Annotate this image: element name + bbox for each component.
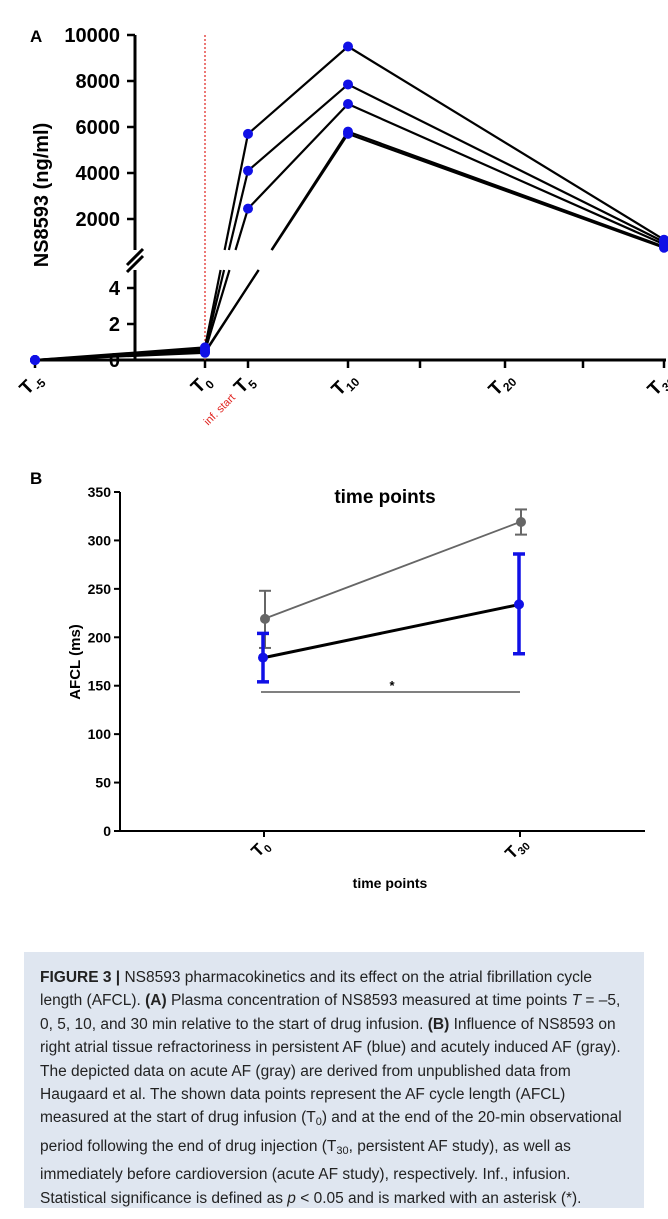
data-point [258, 652, 268, 663]
data-point [243, 203, 253, 214]
panel-a-x-axis [30, 358, 666, 368]
series-line-segment [347, 130, 665, 248]
caption-subscript: 30 [336, 1144, 349, 1157]
data-point [243, 165, 253, 176]
panel-a-x-tick-label: T-5 [16, 369, 49, 402]
panel-a-y-tick-label: 8000 [76, 71, 121, 93]
persistent-af-series-line [263, 602, 521, 660]
series-line-segment [203, 269, 226, 350]
data-point [343, 79, 353, 90]
series-line-segment [247, 83, 349, 172]
persistent-af-series [257, 552, 525, 684]
panel-b-y-tick-label: 300 [88, 532, 112, 548]
panel-b-series [257, 508, 527, 684]
data-point [514, 599, 524, 610]
panel-b-y-tick-label: 350 [88, 484, 112, 500]
series-line-segment [347, 45, 665, 241]
series-line-segment [203, 269, 231, 352]
series-line-segment [347, 132, 665, 249]
data-point [343, 99, 353, 109]
panel-a-x-tick-label: T5 [230, 370, 260, 400]
caption-subscript: 0 [315, 1116, 322, 1129]
panel-a-y-axis: 100008000600040002000420 [64, 25, 145, 372]
panel-b-y-axis: 350 300 250 200 150 100 50 0 [88, 484, 121, 839]
panel-b-y-tick-label: 100 [88, 726, 112, 742]
series-line-segment [223, 133, 250, 251]
panel-a-y-tick-label: 4 [109, 278, 121, 300]
series-line-segment [247, 45, 349, 135]
series-line-segment [270, 133, 349, 251]
panel-a-label: A [30, 27, 42, 46]
figure-caption: FIGURE 3 | NS8593 pharmacokinetics and i… [24, 952, 644, 1210]
panel-a-y-tick-label: 2000 [76, 209, 121, 231]
panel-a-x-tick-label: T20 [485, 368, 520, 403]
data-point [200, 346, 210, 357]
axis-break-mark [125, 254, 145, 274]
series-line-segment [247, 103, 349, 210]
panel-b-y-tick-label: 200 [88, 629, 112, 645]
caption-text: Plasma concentration of NS8593 measured … [166, 992, 572, 1010]
panel-b-x-tick-label: T30 [501, 833, 533, 865]
panel-b-y-tick-label: 250 [88, 581, 112, 597]
panel-b-title: time points [334, 487, 435, 508]
caption-symbol: p [287, 1189, 296, 1207]
infusion-start-label: inf. start [202, 392, 238, 428]
caption-text: , persistent AF study), as well as immed… [40, 1137, 571, 1207]
acute-af-series [259, 508, 527, 649]
axis-break-mark [125, 247, 145, 267]
data-point [243, 128, 253, 139]
panel-a-y-tick-label: 10000 [64, 25, 120, 47]
data-point [343, 41, 353, 52]
figure: A NS8593 (ng/ml) 10000800060004000200042… [16, 25, 668, 891]
panel-a-x-tick-label: T10 [328, 368, 363, 403]
panel-b-y-tick-label: 0 [103, 823, 111, 839]
caption-panel-b-ref: (B) [427, 1015, 450, 1033]
panel-a-y-tick-label: 6000 [76, 117, 121, 139]
caption-symbol: T [571, 992, 582, 1010]
figure-caption-box: FIGURE 3 | NS8593 pharmacokinetics and i… [24, 952, 644, 1208]
series-line-segment [227, 170, 250, 251]
panel-b-x-tick-labels: T0 T30 [248, 833, 533, 865]
data-point [343, 128, 353, 139]
panel-a-x-tick-label: T30 [644, 368, 668, 403]
data-point [30, 355, 40, 365]
panel-b-ylabel: AFCL (ms) [67, 624, 84, 700]
data-point [659, 242, 668, 253]
series-line-segment [34, 350, 206, 362]
panel-a-y-tick-label: 4000 [76, 163, 121, 185]
series-line-segment [347, 83, 665, 243]
series-line-segment [204, 269, 260, 353]
panel-b: B time points AFCL (ms) time points 3503… [30, 469, 645, 891]
caption-text: NS8593 pharmacokinetics and its effect o… [40, 969, 592, 1010]
panel-a-points [30, 41, 668, 365]
panel-b-xlabel: time points [353, 875, 428, 891]
series-line-segment [347, 102, 665, 246]
caption-label: FIGURE 3 | [40, 969, 121, 986]
significance-asterisk: * [389, 678, 395, 693]
caption-text: ) and at the end of the 20-min observati… [40, 1109, 622, 1155]
panel-b-y-tick-label: 150 [88, 678, 112, 694]
panel-b-x-tick-label: T0 [248, 836, 275, 863]
caption-text: < 0.05 and is marked with an asterisk (*… [295, 1189, 582, 1207]
caption-panel-a-ref: (A) [145, 992, 167, 1010]
panel-a: A NS8593 (ng/ml) 10000 8000 6000 4000 2000 4 2… [16, 25, 668, 428]
data-point [516, 517, 526, 528]
panel-a-x-tick-label: T0 [187, 370, 217, 400]
acute-af-series-line [263, 521, 521, 620]
panel-a-x-tick-labels: T-5 T0 T5 T10 T20 T30 [16, 368, 668, 403]
series-line-segment [234, 208, 250, 251]
panel-a-y-tick-label: 2 [109, 314, 120, 336]
panel-b-x-axis [120, 830, 645, 837]
panel-a-series [34, 45, 665, 362]
panel-a-ylabel: NS8593 (ng/ml) [31, 123, 53, 267]
panel-b-label: B [30, 469, 42, 488]
caption-text: = –5, 0, 5, 10, and 30 min relative to t… [40, 992, 621, 1033]
panel-b-y-tick-label: 50 [95, 775, 111, 791]
caption-text: Influence of NS8593 on right atrial tiss… [40, 1015, 621, 1127]
data-point [260, 613, 270, 624]
